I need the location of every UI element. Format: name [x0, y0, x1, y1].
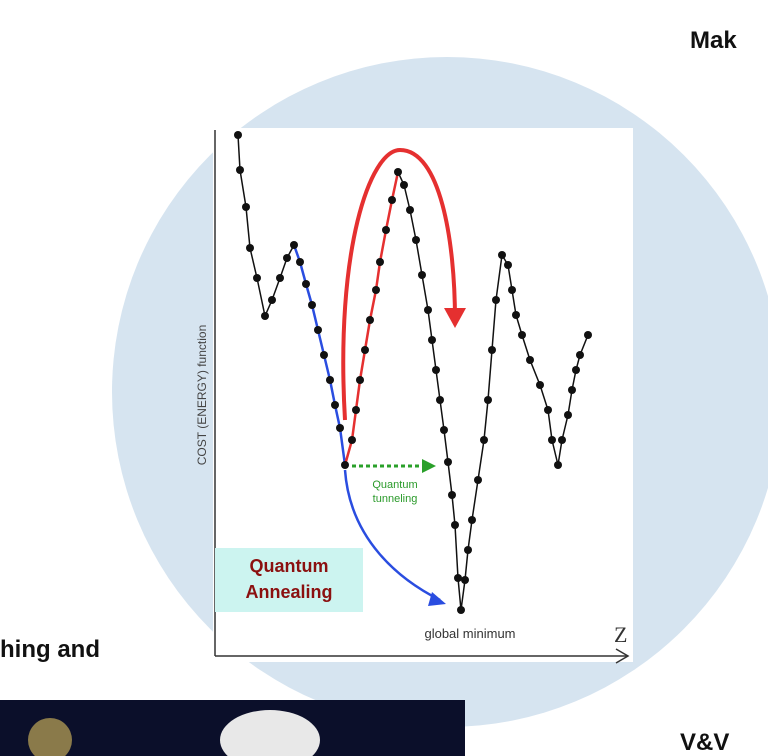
curve-dot: [504, 261, 512, 269]
curve-dot: [320, 351, 328, 359]
curve-dot: [536, 381, 544, 389]
curve-dot: [444, 458, 452, 466]
curve-dot: [382, 226, 390, 234]
curve-dot: [454, 574, 462, 582]
curve-dot: [457, 606, 465, 614]
curve-dot: [440, 426, 448, 434]
footer-fragment-left: hing and: [0, 636, 100, 663]
annealing-label: Quantum Annealing: [215, 548, 363, 605]
curve-dot: [436, 396, 444, 404]
curve-dot: [236, 166, 244, 174]
curve-dot: [498, 251, 506, 259]
curve-dot: [464, 546, 472, 554]
curve-dot: [468, 516, 476, 524]
curve-dot: [432, 366, 440, 374]
tunnel-wrap: Quantum tunneling: [355, 478, 435, 518]
curve-dot: [276, 274, 284, 282]
slide: Mak COST (ENERGY) function Z Quantum tun…: [0, 0, 768, 756]
curve-dot: [518, 331, 526, 339]
curve-dot: [268, 296, 276, 304]
curve-dot: [326, 376, 334, 384]
curve-dot: [234, 131, 242, 139]
curve-dot: [544, 406, 552, 414]
curve-dot: [352, 406, 360, 414]
title-fragment: Mak: [690, 27, 737, 54]
curve-dot: [548, 436, 556, 444]
tunneling-label: Quantum tunneling: [355, 478, 435, 506]
curve-dot: [356, 376, 364, 384]
curve-dot: [474, 476, 482, 484]
curve-dot: [558, 436, 566, 444]
curve-dot: [253, 274, 261, 282]
curve-dot: [406, 206, 414, 214]
curve-dot: [461, 576, 469, 584]
curve-dot: [242, 203, 250, 211]
curve-dot: [508, 286, 516, 294]
page: Mak COST (ENERGY) function Z Quantum tun…: [0, 0, 768, 756]
curve-dot: [451, 521, 459, 529]
curve-dot: [246, 244, 254, 252]
curve-dot: [412, 236, 420, 244]
curve-dot: [568, 386, 576, 394]
curve-dot: [488, 346, 496, 354]
curve-dot: [512, 311, 520, 319]
curve-dot: [424, 306, 432, 314]
curve-dot: [564, 411, 572, 419]
curve-dot: [376, 258, 384, 266]
curve-dot: [484, 396, 492, 404]
curve-dot: [400, 181, 408, 189]
curve-dot: [576, 351, 584, 359]
curve-dot: [296, 258, 304, 266]
curve-dot: [314, 326, 322, 334]
curve-dot: [492, 296, 500, 304]
curve-dot: [394, 168, 402, 176]
minimum-label: global minimum: [424, 626, 515, 641]
curve-dot: [341, 461, 349, 469]
curve-dot: [418, 271, 426, 279]
curve-dot: [572, 366, 580, 374]
curve-dot: [554, 461, 562, 469]
x-axis-label: Z: [614, 622, 627, 647]
curve-dot: [584, 331, 592, 339]
curve-dot: [261, 312, 269, 320]
annealing-wrap: Quantum Annealing: [215, 548, 363, 612]
curve-dot: [526, 356, 534, 364]
curve-dot: [283, 254, 291, 262]
curve-dot: [372, 286, 380, 294]
curve-dot: [331, 401, 339, 409]
curve-dot: [448, 491, 456, 499]
curve-dot: [348, 436, 356, 444]
curve-dot: [361, 346, 369, 354]
curve-dot: [388, 196, 396, 204]
curve-dot: [290, 241, 298, 249]
curve-dot: [336, 424, 344, 432]
y-axis-label: COST (ENERGY) function: [195, 325, 209, 465]
curve-dot: [366, 316, 374, 324]
curve-dot: [308, 301, 316, 309]
curve-dot: [428, 336, 436, 344]
curve-dot: [480, 436, 488, 444]
footer-fragment-right: V&V: [680, 729, 729, 756]
curve-dot: [302, 280, 310, 288]
